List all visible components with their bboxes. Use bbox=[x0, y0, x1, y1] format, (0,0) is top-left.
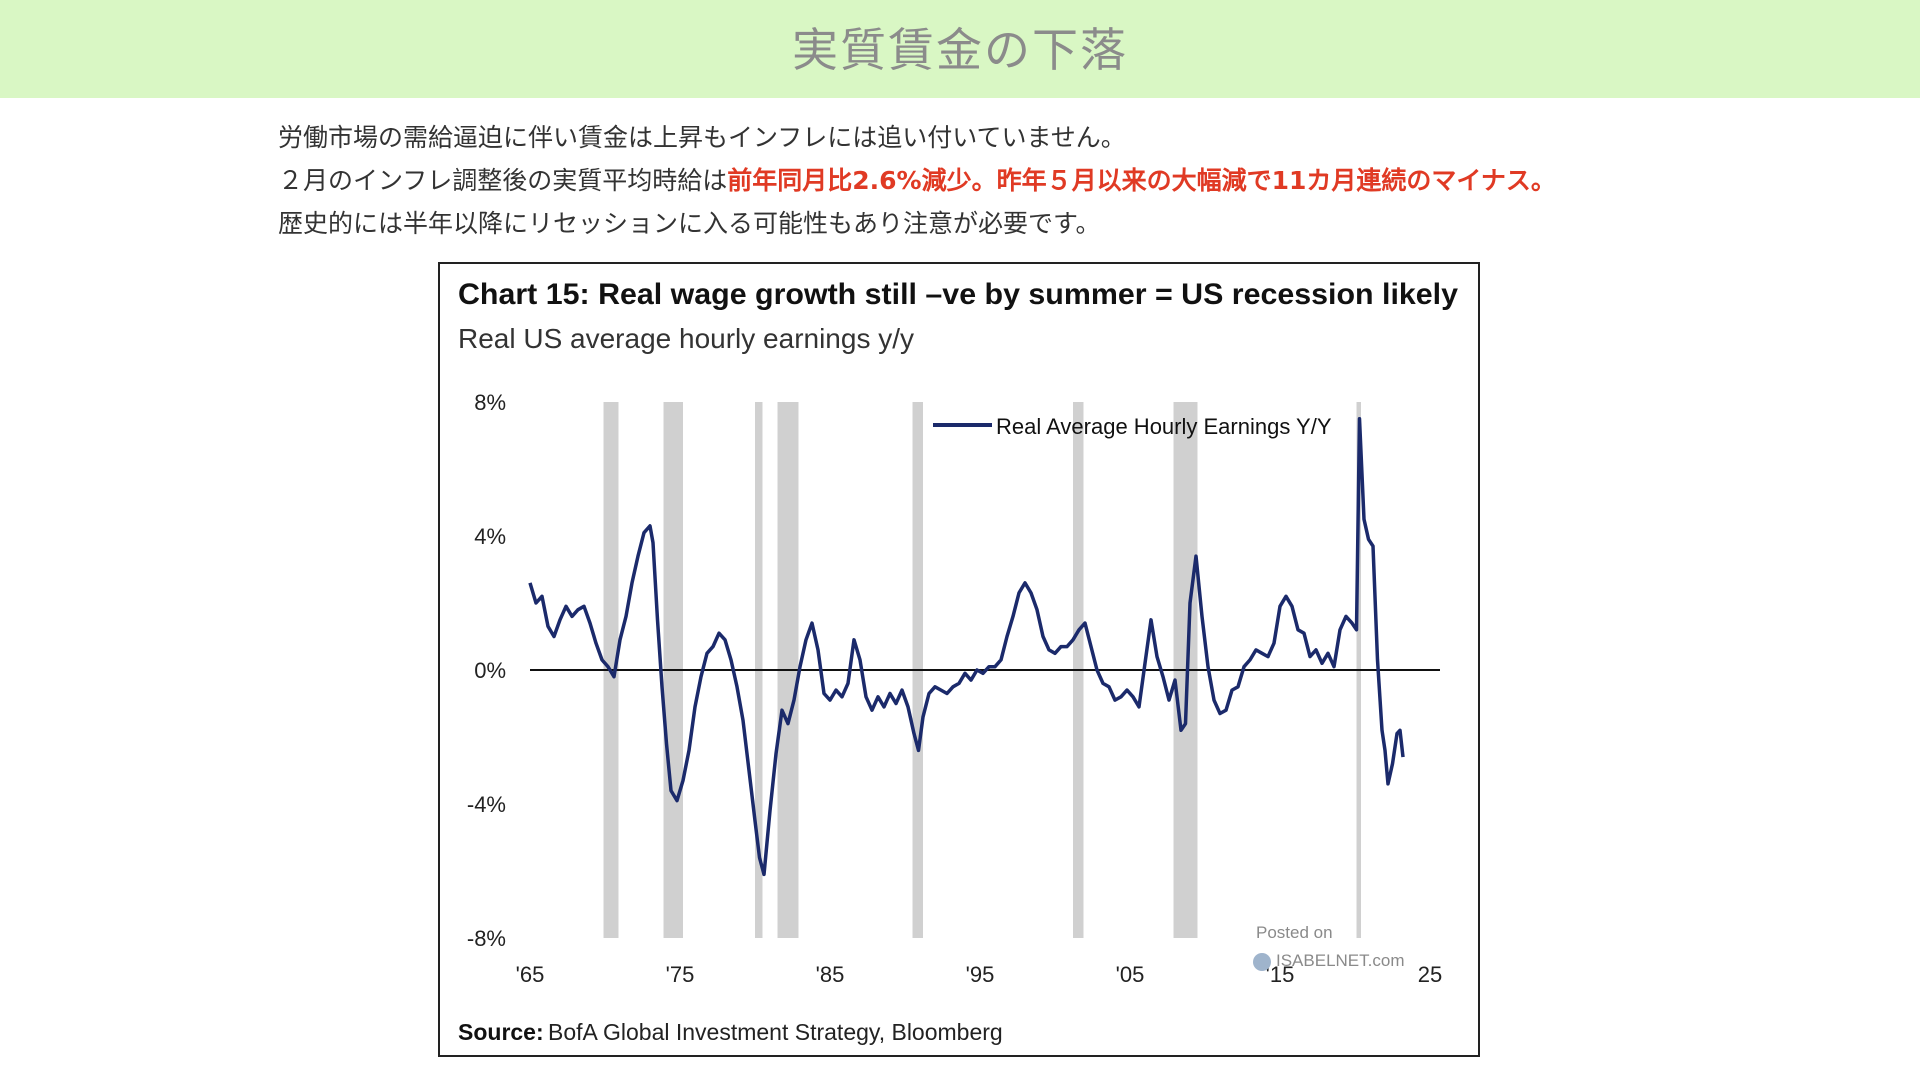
x-tick-label: '85 bbox=[816, 962, 845, 987]
y-tick-label: 0% bbox=[474, 658, 506, 683]
intro-line-1: 労働市場の需給逼迫に伴い賃金は上昇もインフレには追い付いていません。 bbox=[278, 123, 1126, 152]
header-banner: 実質賃金の下落 bbox=[0, 0, 1920, 98]
chart-frame: Chart 15: Real wage growth still –ve by … bbox=[438, 262, 1480, 1057]
y-tick-label: 4% bbox=[474, 524, 506, 549]
source-label: Source: bbox=[458, 1019, 544, 1045]
x-tick-label: '15 bbox=[1266, 962, 1295, 987]
x-tick-label: '05 bbox=[1116, 962, 1145, 987]
chart-svg: Chart 15: Real wage growth still –ve by … bbox=[458, 278, 1458, 1045]
plot-area: 8% 4% 0% -4% -8% '65 '75 '85 '95 '05 '15 25 bbox=[467, 390, 1442, 987]
watermark-line-1: Posted on bbox=[1256, 923, 1333, 942]
watermark-line-2: ISABELNET.com bbox=[1276, 951, 1405, 970]
source-text: BofA Global Investment Strategy, Bloombe… bbox=[548, 1019, 1003, 1045]
y-tick-label: -8% bbox=[467, 926, 506, 951]
intro-line-2-text: ２月のインフレ調整後の実質平均時給は bbox=[278, 166, 728, 195]
page-title: 実質賃金の下落 bbox=[792, 23, 1128, 77]
chart-title: Chart 15: Real wage growth still –ve by … bbox=[458, 278, 1458, 311]
y-tick-label: -4% bbox=[467, 792, 506, 817]
x-tick-label: '65 bbox=[516, 962, 545, 987]
intro-highlight: 前年同月比2.6%減少。昨年５月以来の大幅減で11カ月連続のマイナス。 bbox=[727, 166, 1556, 195]
x-tick-label: '95 bbox=[966, 962, 995, 987]
intro-line-2: ２月のインフレ調整後の実質平均時給は前年同月比2.6%減少。昨年５月以来の大幅減… bbox=[278, 159, 1898, 202]
intro-text: 労働市場の需給逼迫に伴い賃金は上昇もインフレには追い付いていません。 ２月のイン… bbox=[278, 116, 1898, 245]
legend: Real Average Hourly Earnings Y/Y bbox=[933, 414, 1332, 439]
series-line bbox=[528, 417, 1405, 877]
legend-label: Real Average Hourly Earnings Y/Y bbox=[996, 414, 1332, 439]
watermark: Posted on ISABELNET.com bbox=[1253, 923, 1405, 971]
x-tick-label: '75 bbox=[666, 962, 695, 987]
chart-subtitle: Real US average hourly earnings y/y bbox=[458, 323, 914, 354]
watermark-logo-icon bbox=[1253, 953, 1271, 971]
y-tick-label: 8% bbox=[474, 390, 506, 415]
x-tick-label: 25 bbox=[1418, 962, 1442, 987]
intro-line-3: 歴史的には半年以降にリセッションに入る可能性もあり注意が必要です。 bbox=[278, 209, 1101, 238]
